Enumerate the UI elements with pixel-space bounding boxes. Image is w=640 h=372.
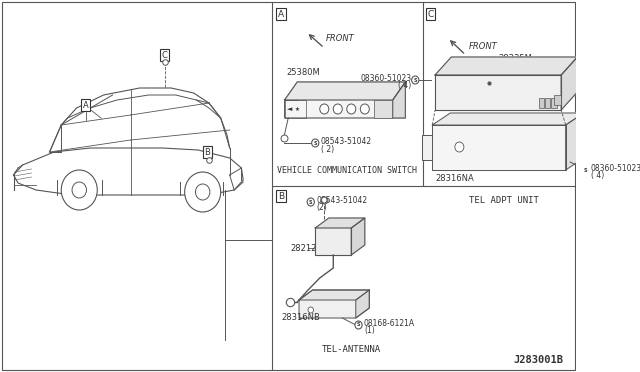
- Text: VEHICLE COMMUNICATION SWITCH: VEHICLE COMMUNICATION SWITCH: [276, 166, 417, 174]
- Text: ( 4): ( 4): [398, 80, 412, 90]
- Text: B: B: [204, 148, 210, 157]
- Text: A: A: [278, 10, 284, 19]
- Bar: [545, 98, 550, 108]
- Text: 08543-51042: 08543-51042: [321, 137, 372, 145]
- Circle shape: [412, 76, 419, 84]
- Polygon shape: [435, 57, 577, 75]
- Circle shape: [333, 104, 342, 114]
- Text: S: S: [356, 323, 360, 327]
- Text: TEL-ANTENNA: TEL-ANTENNA: [322, 346, 381, 355]
- Bar: [551, 98, 557, 108]
- Polygon shape: [393, 82, 405, 118]
- Text: 08360-51023: 08360-51023: [591, 164, 640, 173]
- Text: 08360-51023: 08360-51023: [360, 74, 412, 83]
- Text: S: S: [309, 199, 312, 205]
- Text: 08543-51042: 08543-51042: [316, 196, 367, 205]
- Polygon shape: [356, 290, 369, 318]
- Circle shape: [307, 198, 314, 206]
- Circle shape: [355, 321, 362, 329]
- Text: ★: ★: [295, 106, 300, 112]
- Text: (1): (1): [364, 326, 374, 334]
- Polygon shape: [285, 82, 405, 118]
- Circle shape: [195, 184, 210, 200]
- Polygon shape: [435, 75, 561, 110]
- Polygon shape: [299, 290, 369, 318]
- Text: A: A: [83, 100, 88, 109]
- Circle shape: [312, 139, 319, 147]
- Circle shape: [582, 166, 589, 174]
- Bar: [374, 100, 392, 118]
- Circle shape: [61, 170, 97, 210]
- Circle shape: [360, 104, 369, 114]
- Text: S: S: [584, 167, 588, 173]
- Circle shape: [321, 197, 327, 203]
- Text: S: S: [314, 141, 317, 145]
- Text: B: B: [278, 192, 284, 201]
- Circle shape: [320, 104, 329, 114]
- Circle shape: [347, 104, 356, 114]
- Polygon shape: [422, 135, 433, 160]
- Polygon shape: [316, 218, 365, 228]
- Text: ( 4): ( 4): [591, 170, 604, 180]
- Polygon shape: [285, 82, 405, 100]
- Text: 28316NB: 28316NB: [281, 314, 320, 323]
- Circle shape: [308, 307, 314, 313]
- Text: J283001B: J283001B: [513, 355, 563, 365]
- Polygon shape: [299, 290, 369, 300]
- Polygon shape: [351, 218, 365, 255]
- Polygon shape: [561, 57, 577, 110]
- Bar: [554, 95, 561, 105]
- Text: C: C: [428, 10, 434, 19]
- Circle shape: [72, 182, 86, 198]
- Circle shape: [455, 142, 464, 152]
- Bar: [539, 98, 544, 108]
- Text: TEL ADPT UNIT: TEL ADPT UNIT: [470, 196, 540, 205]
- Polygon shape: [316, 228, 351, 255]
- Text: 28335M: 28335M: [498, 54, 532, 62]
- Polygon shape: [433, 125, 566, 170]
- Text: C: C: [162, 51, 168, 60]
- Polygon shape: [566, 113, 584, 170]
- Text: (2): (2): [316, 202, 327, 212]
- Text: 25380M: 25380M: [287, 67, 320, 77]
- Text: FRONT: FRONT: [326, 33, 355, 42]
- Polygon shape: [433, 113, 584, 125]
- Text: S: S: [413, 77, 417, 83]
- Text: 28212: 28212: [290, 244, 316, 253]
- Text: 28316NA: 28316NA: [435, 173, 474, 183]
- Text: FRONT: FRONT: [468, 42, 497, 51]
- Text: 08168-6121A: 08168-6121A: [364, 318, 415, 327]
- Text: ( 2): ( 2): [321, 144, 334, 154]
- Circle shape: [185, 172, 221, 212]
- Text: ◄: ◄: [287, 106, 292, 112]
